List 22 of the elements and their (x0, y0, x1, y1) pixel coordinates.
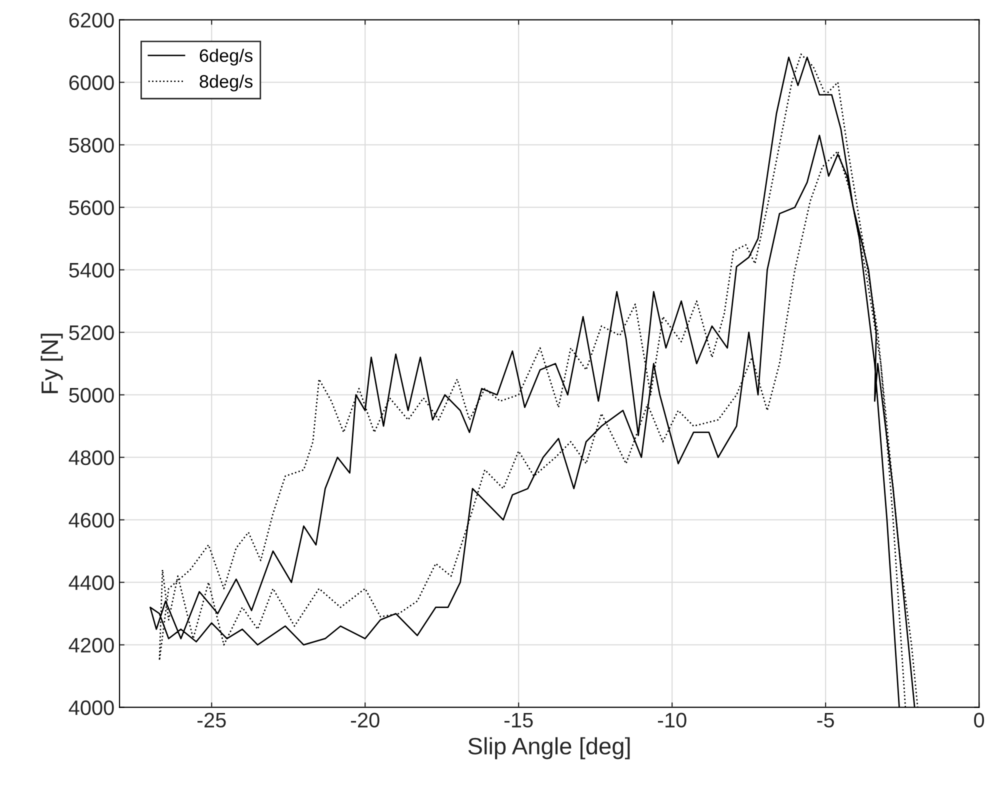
legend-label: 8deg/s (200, 74, 253, 92)
y-tick-label: 4600 (68, 512, 114, 528)
y-tick-label: 4000 (68, 700, 114, 716)
x-tick-label: -15 (504, 712, 533, 728)
y-tick-label: 5600 (69, 200, 114, 216)
x-tick-label: -10 (658, 712, 686, 728)
y-tick-label: 6000 (69, 75, 114, 90)
x-axis-title: Slip Angle [deg] (468, 737, 630, 760)
x-tick-label: -25 (197, 712, 226, 728)
x-tick-label: -5 (817, 712, 834, 728)
y-tick-label: 5200 (69, 325, 114, 340)
y-tick-label: 5400 (69, 262, 114, 278)
y-tick-label: 5800 (69, 138, 114, 153)
y-tick-label: 4200 (68, 638, 114, 653)
x-tick-label: -20 (350, 712, 380, 728)
y-axis-title: Fy [N] (40, 334, 63, 394)
legend-label: 6deg/s (200, 48, 253, 66)
y-tick-label: 6200 (69, 12, 114, 28)
y-tick-label: 4400 (68, 575, 114, 590)
y-tick-label: 4800 (68, 450, 114, 466)
x-tick-label: 0 (974, 712, 984, 728)
y-tick-label: 5000 (69, 388, 114, 403)
